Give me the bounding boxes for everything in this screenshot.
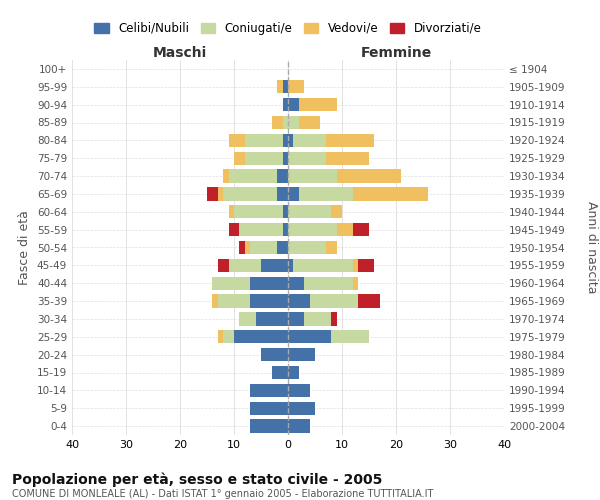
Bar xyxy=(283,152,288,165)
Bar xyxy=(229,134,245,147)
Bar xyxy=(288,258,293,272)
Legend: Celibi/Nubili, Coniugati/e, Vedovi/e, Divorziati/e: Celibi/Nubili, Coniugati/e, Vedovi/e, Di… xyxy=(89,17,487,40)
Bar xyxy=(331,330,369,344)
Text: Femmine: Femmine xyxy=(361,46,431,60)
Bar xyxy=(218,330,223,344)
Bar xyxy=(283,80,288,94)
Bar xyxy=(223,170,229,183)
Bar xyxy=(299,187,353,200)
Bar xyxy=(277,241,288,254)
Bar xyxy=(229,170,277,183)
Bar xyxy=(207,187,218,200)
Bar xyxy=(299,98,337,112)
Bar xyxy=(239,312,256,326)
Bar xyxy=(239,241,245,254)
Bar xyxy=(299,116,320,129)
Bar xyxy=(288,187,299,200)
Bar xyxy=(293,258,353,272)
Bar xyxy=(337,223,353,236)
Bar xyxy=(326,152,369,165)
Bar xyxy=(288,98,299,112)
Bar xyxy=(223,187,277,200)
Bar xyxy=(250,276,288,290)
Bar xyxy=(283,205,288,218)
Bar xyxy=(288,276,304,290)
Bar xyxy=(304,276,353,290)
Bar xyxy=(304,312,331,326)
Y-axis label: Anni di nascita: Anni di nascita xyxy=(585,201,598,294)
Bar xyxy=(310,294,358,308)
Bar xyxy=(245,241,250,254)
Bar xyxy=(288,80,304,94)
Bar xyxy=(261,348,288,362)
Bar xyxy=(288,420,310,433)
Bar xyxy=(218,294,250,308)
Bar xyxy=(353,187,428,200)
Bar xyxy=(234,152,245,165)
Bar xyxy=(358,258,374,272)
Bar xyxy=(353,276,358,290)
Bar xyxy=(277,187,288,200)
Bar xyxy=(353,258,358,272)
Bar xyxy=(288,312,304,326)
Bar xyxy=(326,134,374,147)
Bar xyxy=(288,366,299,379)
Text: Maschi: Maschi xyxy=(153,46,207,60)
Bar xyxy=(250,420,288,433)
Bar xyxy=(223,330,234,344)
Bar xyxy=(229,223,239,236)
Bar xyxy=(331,312,337,326)
Bar xyxy=(337,170,401,183)
Bar xyxy=(288,241,326,254)
Bar xyxy=(261,258,288,272)
Bar xyxy=(288,294,310,308)
Bar xyxy=(212,294,218,308)
Bar xyxy=(250,402,288,415)
Bar xyxy=(283,134,288,147)
Bar xyxy=(250,294,288,308)
Bar xyxy=(256,312,288,326)
Bar xyxy=(218,187,223,200)
Bar xyxy=(288,170,337,183)
Bar xyxy=(234,330,288,344)
Bar xyxy=(288,402,315,415)
Bar xyxy=(277,80,283,94)
Bar xyxy=(245,134,283,147)
Text: Popolazione per età, sesso e stato civile - 2005: Popolazione per età, sesso e stato civil… xyxy=(12,472,382,487)
Bar xyxy=(288,205,331,218)
Bar xyxy=(288,116,299,129)
Bar xyxy=(288,223,337,236)
Bar xyxy=(288,134,293,147)
Bar xyxy=(229,258,261,272)
Bar xyxy=(234,205,283,218)
Bar xyxy=(283,223,288,236)
Bar xyxy=(272,116,283,129)
Bar xyxy=(218,258,229,272)
Bar xyxy=(277,170,288,183)
Bar xyxy=(288,348,315,362)
Bar xyxy=(245,152,283,165)
Bar xyxy=(250,384,288,397)
Bar xyxy=(283,98,288,112)
Bar xyxy=(358,294,380,308)
Bar xyxy=(212,276,250,290)
Bar xyxy=(239,223,283,236)
Text: COMUNE DI MONLEALE (AL) - Dati ISTAT 1° gennaio 2005 - Elaborazione TUTTITALIA.I: COMUNE DI MONLEALE (AL) - Dati ISTAT 1° … xyxy=(12,489,433,499)
Bar xyxy=(326,241,337,254)
Bar xyxy=(250,241,277,254)
Bar xyxy=(272,366,288,379)
Bar xyxy=(293,134,326,147)
Bar xyxy=(229,205,234,218)
Y-axis label: Fasce di età: Fasce di età xyxy=(19,210,31,285)
Bar xyxy=(331,205,342,218)
Bar xyxy=(288,384,310,397)
Bar xyxy=(353,223,369,236)
Bar xyxy=(283,116,288,129)
Bar xyxy=(288,330,331,344)
Bar xyxy=(288,152,326,165)
